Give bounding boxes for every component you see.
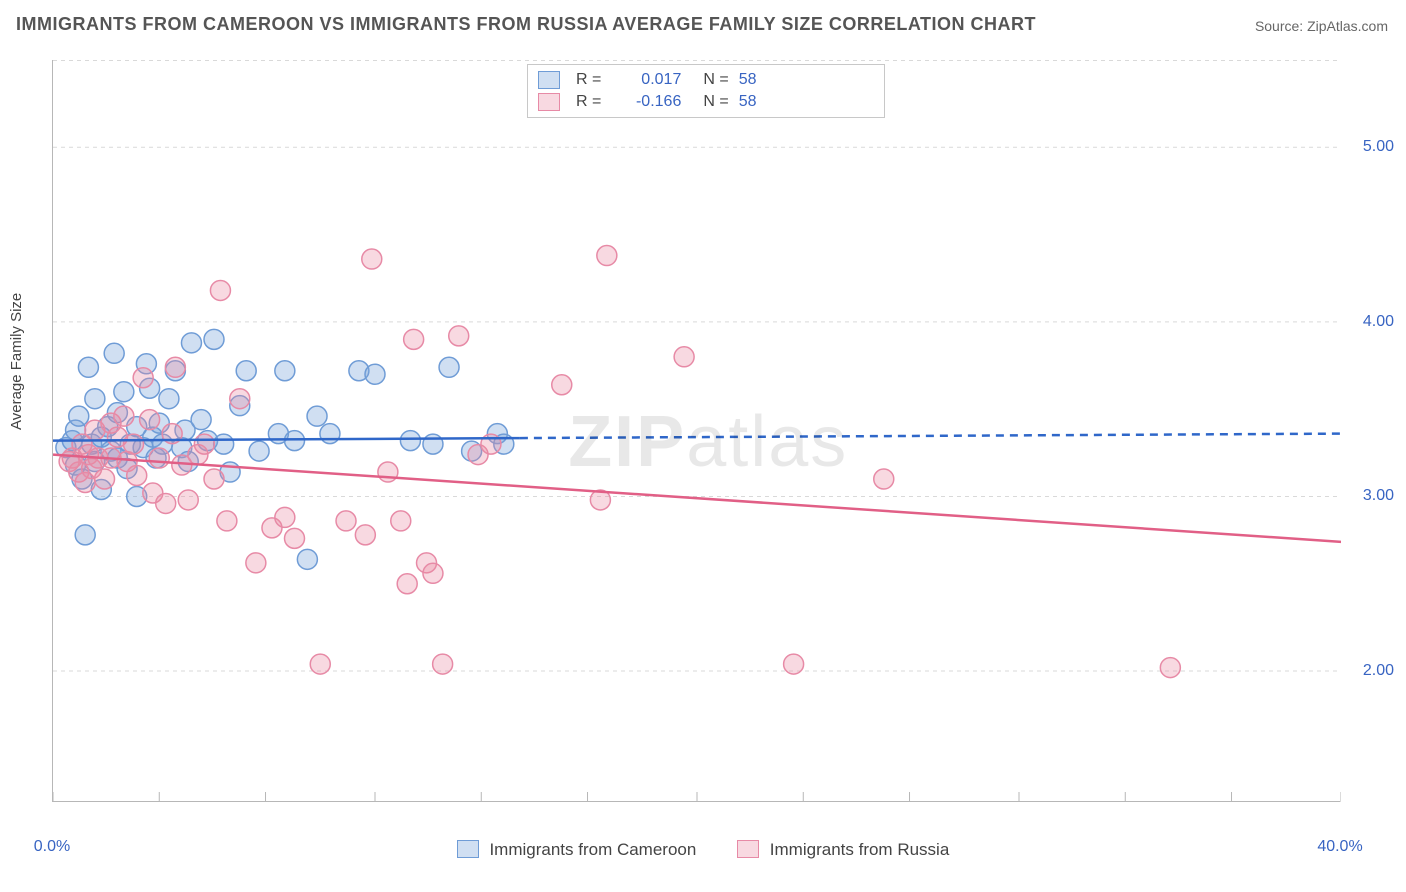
legend-item: Immigrants from Cameroon: [457, 840, 697, 860]
y-tick-label: 2.00: [1363, 662, 1394, 680]
stat-n-value: 58: [739, 93, 757, 111]
chart-stage: IMMIGRANTS FROM CAMEROON VS IMMIGRANTS F…: [0, 0, 1406, 892]
stats-legend-row: R = 0.017 N = 58: [536, 69, 876, 91]
plot-area: ZIPatlas R = 0.017 N = 58 R = -0.166 N =…: [52, 60, 1340, 802]
legend-swatch: [538, 71, 560, 89]
plot-svg: [53, 60, 1341, 802]
source-label: Source: ZipAtlas.com: [1255, 18, 1388, 34]
legend-swatch: [538, 93, 560, 111]
series-legend: Immigrants from Cameroon Immigrants from…: [0, 840, 1406, 860]
chart-title: IMMIGRANTS FROM CAMEROON VS IMMIGRANTS F…: [16, 14, 1036, 35]
legend-label: Immigrants from Cameroon: [489, 840, 696, 859]
legend-label: Immigrants from Russia: [770, 840, 949, 859]
y-tick-label: 4.00: [1363, 313, 1394, 331]
stats-legend: R = 0.017 N = 58 R = -0.166 N = 58: [527, 64, 885, 118]
stats-legend-row: R = -0.166 N = 58: [536, 91, 876, 113]
legend-swatch: [457, 840, 479, 858]
stat-n-value: 58: [739, 71, 757, 89]
legend-item: Immigrants from Russia: [737, 840, 949, 860]
stat-r-value: 0.017: [611, 71, 681, 89]
stat-r-label: R =: [576, 71, 601, 89]
stat-n-label: N =: [703, 93, 728, 111]
y-tick-label: 3.00: [1363, 487, 1394, 505]
stat-r-label: R =: [576, 93, 601, 111]
y-tick-label: 5.00: [1363, 138, 1394, 156]
legend-swatch: [737, 840, 759, 858]
stat-n-label: N =: [703, 71, 728, 89]
stat-r-value: -0.166: [611, 93, 681, 111]
y-axis-label: Average Family Size: [8, 293, 25, 430]
